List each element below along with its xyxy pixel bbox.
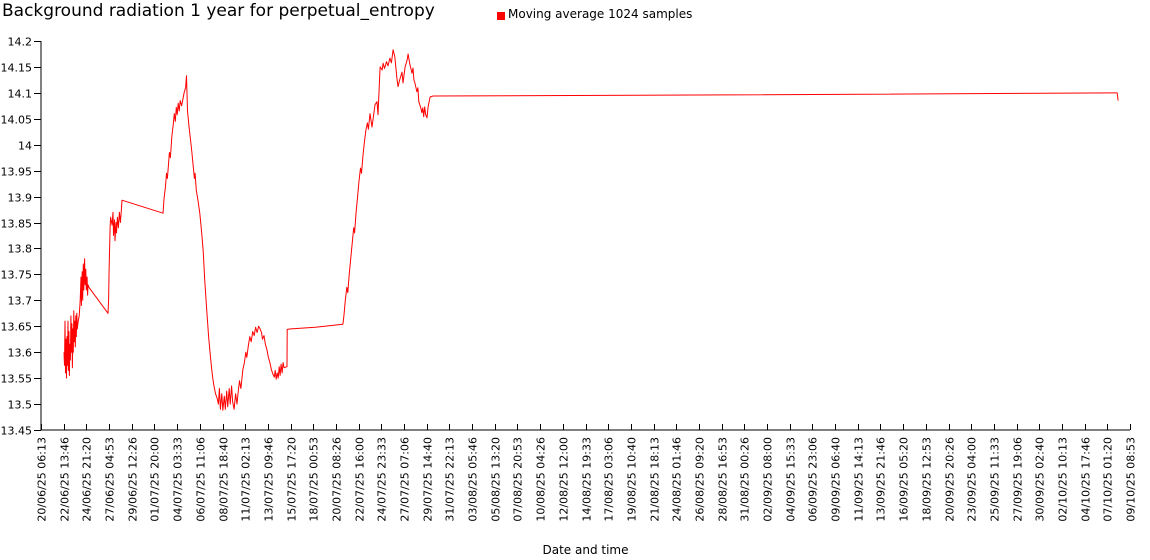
x-tick-label: 28/08/25 16:53 bbox=[717, 437, 730, 522]
y-tick-label: 13.95 bbox=[1, 166, 33, 179]
chart-title: Background radiation 1 year for perpetua… bbox=[2, 1, 435, 21]
x-tick-label: 13/07/25 09:46 bbox=[263, 437, 276, 522]
y-tick-label: 14.1 bbox=[8, 88, 33, 101]
x-tick-label: 13/09/25 21:46 bbox=[875, 437, 888, 522]
axis-frame bbox=[40, 41, 1130, 431]
y-tick-label: 14.2 bbox=[8, 36, 33, 49]
x-tick-label: 20/09/25 20:26 bbox=[944, 437, 957, 522]
x-tick-label: 27/06/25 04:53 bbox=[104, 437, 117, 522]
x-tick-label: 24/06/25 21:20 bbox=[81, 437, 94, 522]
x-tick-label: 20/06/25 06:13 bbox=[36, 437, 49, 522]
x-tick-label: 09/10/25 08:53 bbox=[1125, 437, 1138, 522]
x-tick-label: 23/09/25 04:00 bbox=[966, 437, 979, 522]
x-tick-label: 06/07/25 11:06 bbox=[195, 437, 208, 522]
y-tick-label: 13.8 bbox=[8, 243, 33, 256]
y-tick-label: 13.6 bbox=[8, 347, 33, 360]
x-tick-label: 18/09/25 12:53 bbox=[921, 437, 934, 522]
x-tick-label: 29/06/25 12:26 bbox=[127, 437, 140, 522]
x-tick-label: 19/08/25 10:40 bbox=[626, 437, 639, 522]
x-tick-label: 05/08/25 13:20 bbox=[490, 437, 503, 522]
x-tick-label: 11/09/25 14:13 bbox=[853, 437, 866, 522]
x-tick-label: 09/09/25 06:40 bbox=[830, 437, 843, 522]
x-axis-title: Date and time bbox=[542, 543, 629, 557]
x-tick-label: 20/07/25 08:26 bbox=[331, 437, 344, 522]
x-tick-label: 07/08/25 20:53 bbox=[512, 437, 525, 522]
x-tick-label: 22/07/25 16:00 bbox=[354, 437, 367, 522]
x-tick-label: 31/08/25 00:26 bbox=[739, 437, 752, 522]
x-tick-label: 07/10/25 01:20 bbox=[1102, 437, 1115, 522]
x-tick-label: 11/07/25 02:13 bbox=[240, 437, 253, 522]
x-tick-label: 04/07/25 03:33 bbox=[172, 437, 185, 522]
x-tick-label: 24/08/25 01:46 bbox=[671, 437, 684, 522]
x-tick-label: 24/07/25 23:33 bbox=[376, 437, 389, 522]
x-tick-label: 26/08/25 09:20 bbox=[694, 437, 707, 522]
x-tick-label: 21/08/25 18:13 bbox=[649, 437, 662, 522]
y-tick-label: 13.65 bbox=[1, 321, 33, 334]
x-tick-label: 02/10/25 10:13 bbox=[1057, 437, 1070, 522]
y-tick-label: 13.75 bbox=[1, 269, 33, 282]
y-tick-label: 14.15 bbox=[1, 62, 33, 75]
y-tick-label: 14 bbox=[18, 140, 32, 153]
x-tick-label: 16/09/25 05:20 bbox=[898, 437, 911, 522]
y-tick-label: 13.9 bbox=[8, 192, 33, 205]
legend-swatch-icon bbox=[497, 11, 505, 20]
x-tick-label: 01/07/25 20:00 bbox=[149, 437, 162, 522]
y-tick-label: 13.5 bbox=[8, 399, 33, 412]
y-tick-label: 14.05 bbox=[1, 114, 33, 127]
x-tick-label: 12/08/25 12:00 bbox=[558, 437, 571, 522]
x-tick-label: 18/07/25 00:53 bbox=[308, 437, 321, 522]
x-tick-label: 17/08/25 03:06 bbox=[603, 437, 616, 522]
x-tick-label: 14/08/25 19:33 bbox=[581, 437, 594, 522]
y-tick-label: 13.45 bbox=[1, 425, 33, 438]
x-tick-label: 29/07/25 14:40 bbox=[422, 437, 435, 522]
x-tick-label: 04/09/25 15:33 bbox=[785, 437, 798, 522]
y-tick-label: 13.7 bbox=[8, 295, 33, 308]
x-tick-label: 27/07/25 07:06 bbox=[399, 437, 412, 522]
x-tick-label: 02/09/25 08:00 bbox=[762, 437, 775, 522]
x-tick-label: 04/10/25 17:46 bbox=[1080, 437, 1093, 522]
x-tick-label: 03/08/25 05:46 bbox=[467, 437, 480, 522]
x-tick-label: 06/09/25 23:06 bbox=[807, 437, 820, 522]
x-tick-label: 08/07/25 18:40 bbox=[218, 437, 231, 522]
y-tick-label: 13.55 bbox=[1, 373, 33, 386]
y-tick-label: 13.85 bbox=[1, 218, 33, 231]
x-tick-label: 27/09/25 19:06 bbox=[1012, 437, 1025, 522]
legend-label: Moving average 1024 samples bbox=[508, 7, 693, 21]
x-tick-label: 30/09/25 02:40 bbox=[1034, 437, 1047, 522]
legend: Moving average 1024 samples bbox=[497, 7, 692, 21]
series-line-moving-average bbox=[63, 49, 1119, 411]
x-tick-label: 15/07/25 17:20 bbox=[286, 437, 299, 522]
x-tick-label: 31/07/25 22:13 bbox=[444, 437, 457, 522]
x-tick-label: 22/06/25 13:46 bbox=[59, 437, 72, 522]
x-tick-label: 25/09/25 11:33 bbox=[989, 437, 1002, 522]
x-tick-label: 10/08/25 04:26 bbox=[535, 437, 548, 522]
